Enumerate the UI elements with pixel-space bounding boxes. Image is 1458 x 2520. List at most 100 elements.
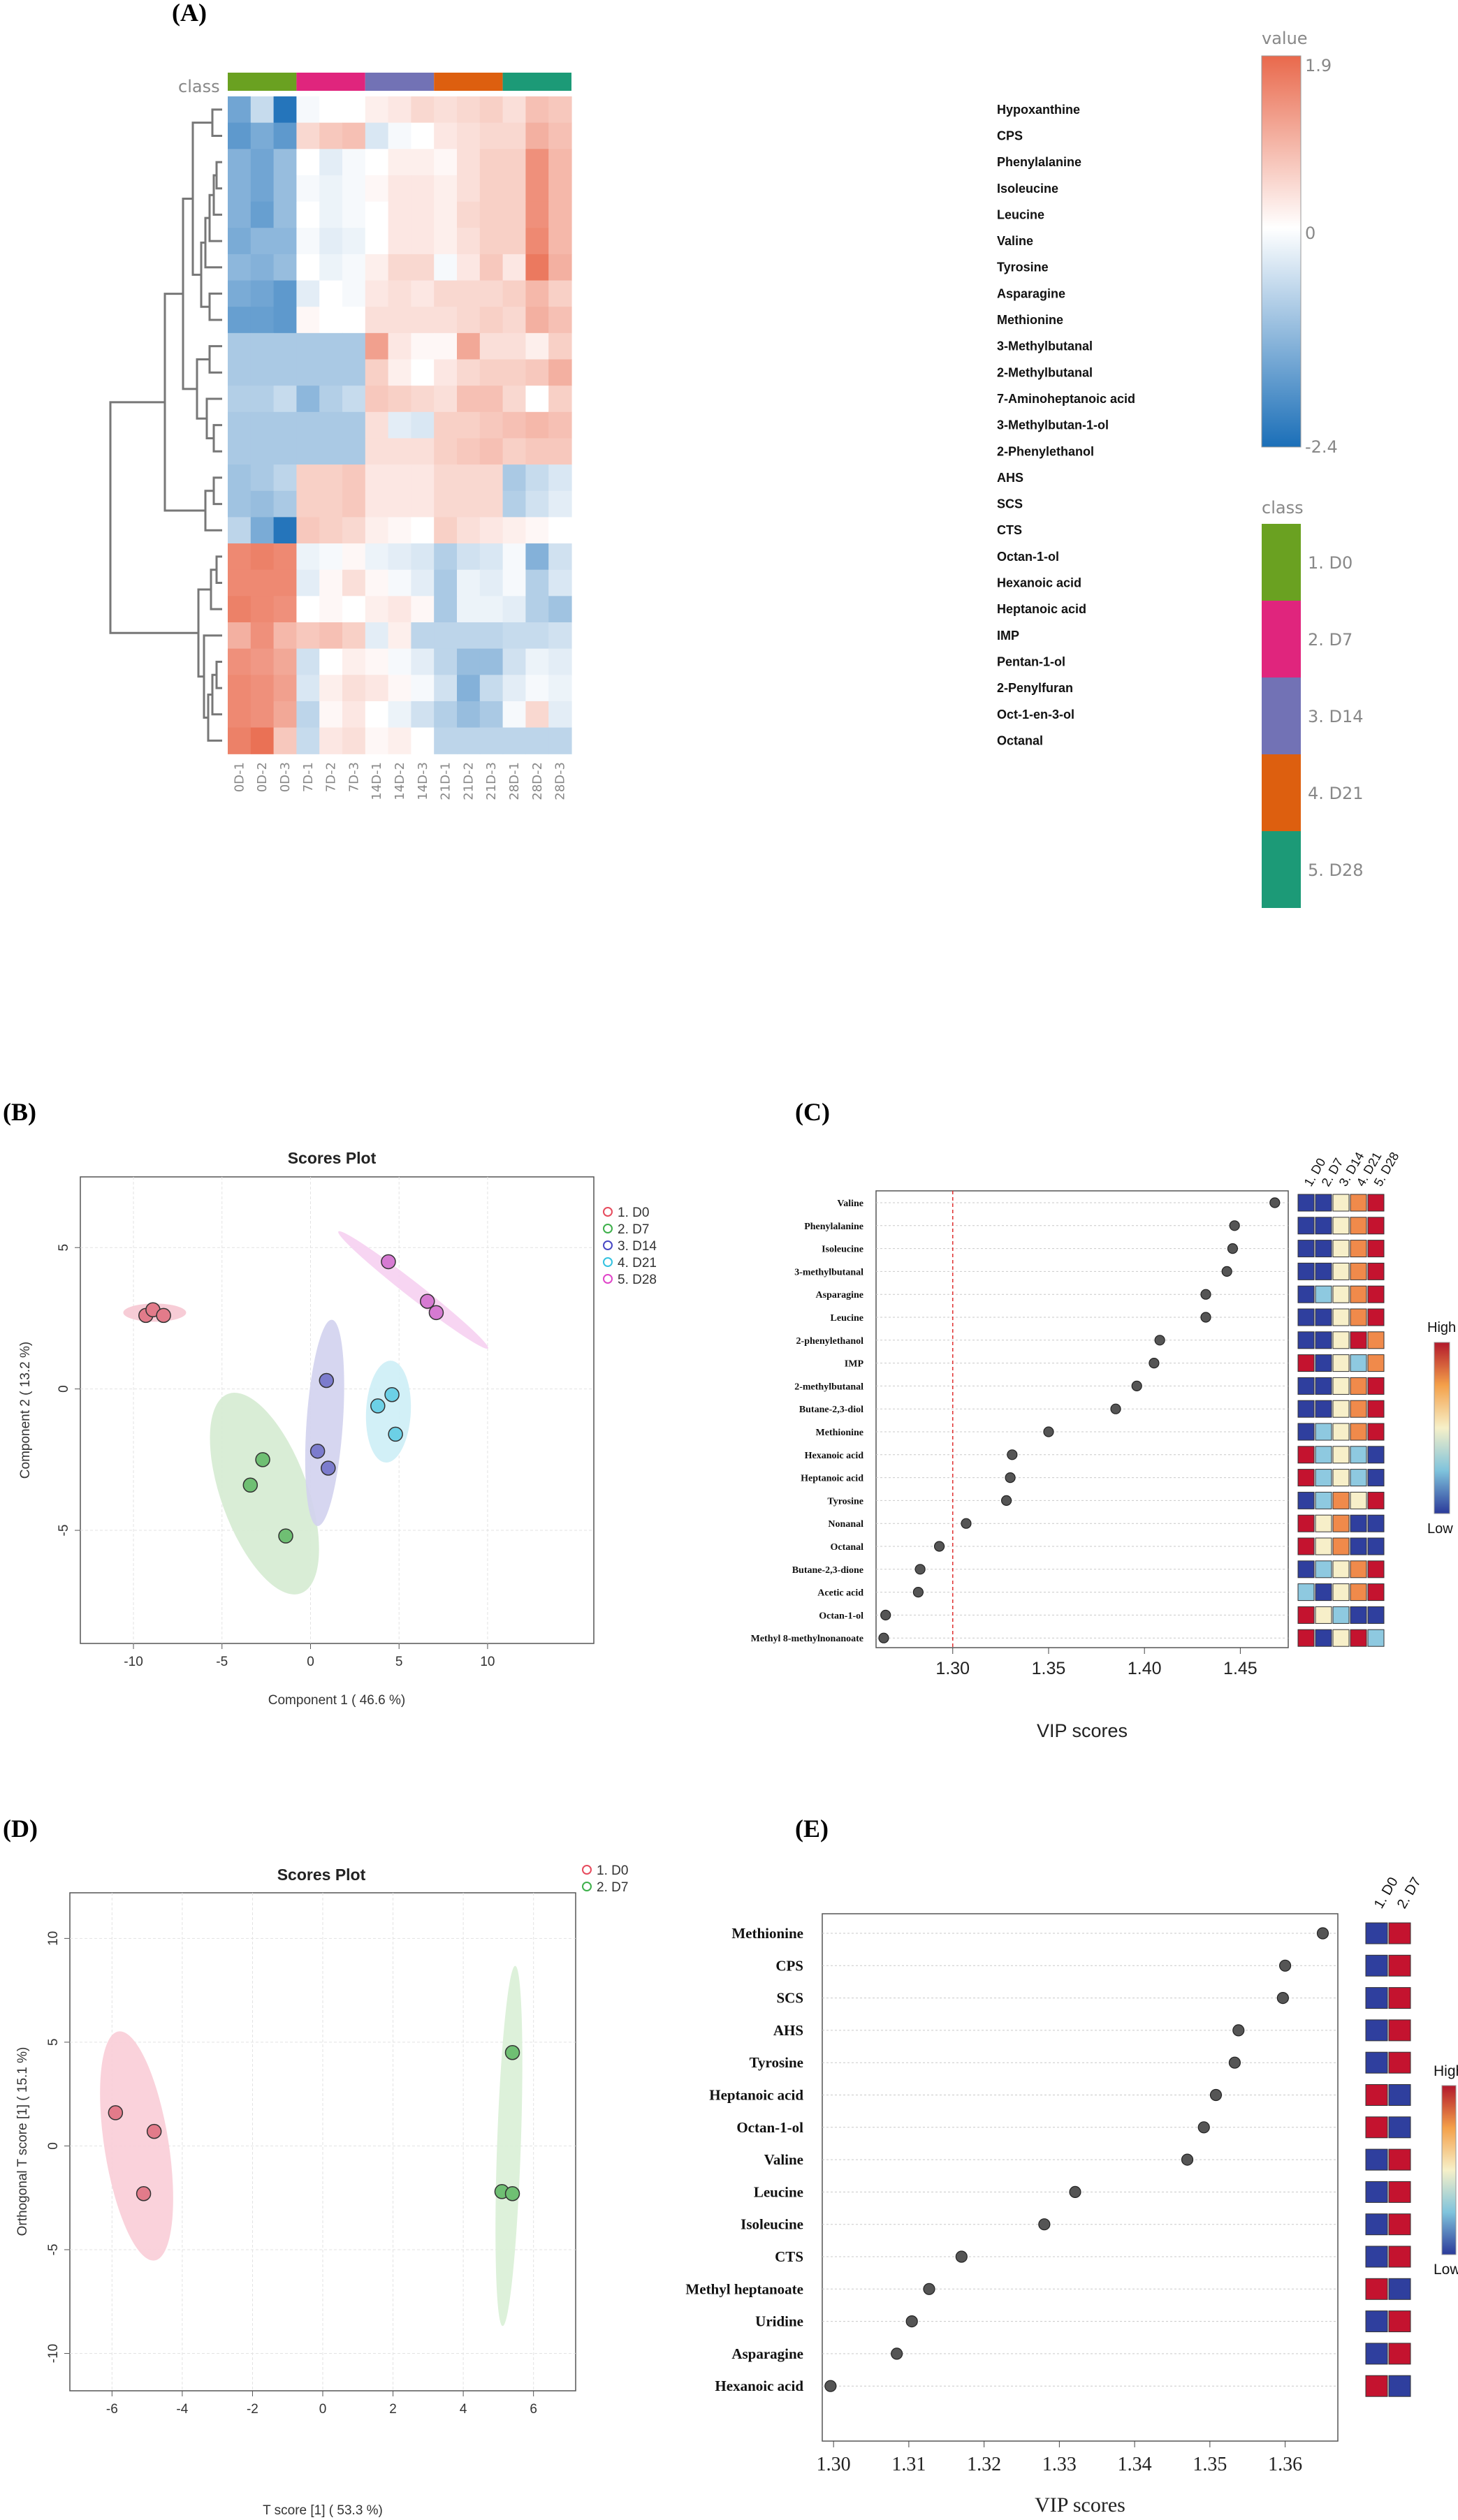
group-level-cell: [1367, 1583, 1385, 1602]
scores-plot-title: Scores Plot: [288, 1149, 377, 1167]
heatmap-cell: [296, 359, 320, 386]
heatmap-cell: [319, 122, 343, 149]
heatmap-cell: [525, 332, 549, 360]
group-level-cell: [1367, 1194, 1385, 1212]
heatmap-cell: [250, 254, 275, 281]
legend-marker: [582, 1882, 592, 1891]
dendrogram-branch: [212, 174, 222, 216]
vip-point: [1228, 2056, 1241, 2069]
group-level-cell: [1350, 1240, 1367, 1258]
heatmap-cell: [548, 517, 572, 544]
heatmap-cell: [502, 96, 526, 124]
value-legend-title: value: [1262, 29, 1308, 48]
heatmap-cell: [250, 464, 275, 492]
heatmap-cell: [548, 727, 572, 754]
heatmap-cell: [273, 701, 297, 728]
feature-label: Nonanal: [828, 1519, 863, 1530]
heatmap-cell: [228, 280, 251, 307]
heatmap-cell: [457, 96, 481, 124]
heatmap-cell: [365, 569, 389, 596]
heatmap-cell: [342, 464, 366, 492]
row-label: SCS: [997, 497, 1023, 511]
heatmap-cell: [548, 701, 572, 728]
row-label: Octanal: [997, 733, 1043, 747]
class-bar-segment-3: [365, 73, 435, 91]
legend-marker: [603, 1224, 613, 1233]
heatmap-cell: [273, 727, 297, 754]
heatmap-cell: [411, 254, 435, 281]
score-point: [384, 1386, 400, 1402]
heatmap-cell: [228, 122, 251, 149]
heatmap-cell: [525, 411, 549, 439]
heatmap-cell: [502, 175, 526, 203]
heatmap-cell: [502, 543, 526, 571]
group-level-cell: [1388, 2246, 1411, 2268]
feature-label: Phenylalanine: [804, 1222, 863, 1232]
score-point: [309, 1443, 326, 1459]
legend-marker: [582, 1865, 592, 1875]
heatmap-cell: [319, 596, 343, 623]
x-tick-label: 0: [307, 1655, 314, 1669]
vip-point: [955, 2250, 968, 2263]
heatmap-cell: [411, 307, 435, 334]
heatmap-cell: [434, 727, 458, 754]
heatmap-cell: [457, 675, 481, 702]
vip-x-tick-label: 1.31: [891, 2454, 926, 2475]
heatmap-cell: [434, 438, 458, 465]
heatmap-cell: [434, 596, 458, 623]
class-legend-label: 3. D14: [1308, 707, 1364, 726]
heatmap-cell: [250, 96, 275, 124]
heatmap-cell: [228, 569, 251, 596]
column-label: 14D-3: [416, 762, 430, 800]
vip-point: [923, 2283, 935, 2295]
vip-point: [1229, 1220, 1240, 1231]
vip-group-headers: 1. D02. D7: [1371, 1875, 1424, 1911]
heatmap-cell: [434, 228, 458, 255]
heatmap-cell: [250, 332, 275, 360]
group-level-cell: [1332, 1240, 1350, 1258]
vip-point: [1200, 1289, 1211, 1300]
vip-point: [1197, 2121, 1210, 2134]
heatmap-cell: [457, 175, 481, 203]
group-level-cell: [1315, 1285, 1332, 1303]
heatmap-cell: [434, 490, 458, 518]
heatmap-cell: [319, 648, 343, 675]
heatmap-cell: [525, 175, 549, 203]
group-level-cell: [1367, 1377, 1385, 1395]
heatmap-cell: [296, 149, 320, 176]
heatmap-cell: [548, 228, 572, 255]
heatmap-cell: [365, 675, 389, 702]
heatmap-cell: [548, 307, 572, 334]
group-level-cell: [1367, 1446, 1385, 1464]
group-level-cell: [1388, 1954, 1411, 1977]
heatmap-cell: [228, 201, 251, 228]
heatmap-cell: [319, 490, 343, 518]
heatmap-cell: [411, 648, 435, 675]
feature-label: Methyl heptanoate: [685, 2280, 803, 2297]
row-label: Octan-1-ol: [997, 550, 1059, 564]
axis-ticks: -6 -4 -2 0 2 4 6 -10 -5 0 5 10: [46, 1931, 537, 2417]
group-level-cell: [1365, 2051, 1388, 2074]
heatmap-cell: [342, 648, 366, 675]
heatmap-cell: [365, 464, 389, 492]
row-label: 7-Aminoheptanoic acid: [997, 392, 1135, 406]
column-label: 21D-3: [484, 762, 499, 800]
legend-marker: [603, 1274, 613, 1284]
group-level-cell: [1297, 1514, 1315, 1532]
heatmap-cell: [365, 122, 389, 149]
score-point: [136, 2186, 152, 2202]
heatmap-cell: [548, 648, 572, 675]
group-level-cell: [1388, 2019, 1411, 2042]
group-header: 2. D7: [1394, 1875, 1424, 1911]
group-level-cell: [1367, 1537, 1385, 1555]
group-level-cell: [1332, 1217, 1350, 1235]
heatmap-cell: [342, 254, 366, 281]
group-level-cell: [1332, 1469, 1350, 1487]
heatmap-cell: [250, 622, 275, 650]
feature-label: Leucine: [754, 2183, 803, 2200]
x-tick-label: -2: [247, 2402, 258, 2417]
heatmap-cell: [525, 96, 549, 124]
group-level-cell: [1388, 2181, 1411, 2203]
heatmap-cell: [296, 490, 320, 518]
heatmap-cell: [388, 332, 411, 360]
